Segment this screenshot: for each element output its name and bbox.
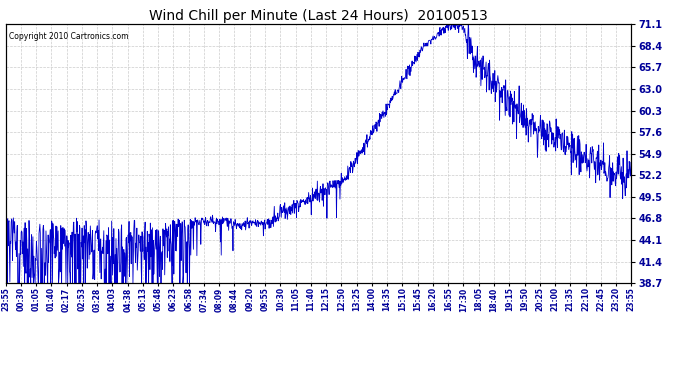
- Title: Wind Chill per Minute (Last 24 Hours)  20100513: Wind Chill per Minute (Last 24 Hours) 20…: [149, 9, 488, 23]
- Text: Copyright 2010 Cartronics.com: Copyright 2010 Cartronics.com: [9, 32, 128, 41]
